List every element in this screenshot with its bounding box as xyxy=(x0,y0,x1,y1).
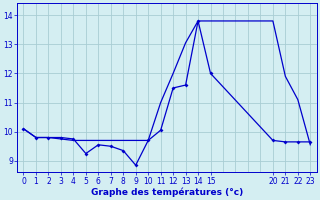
X-axis label: Graphe des températures (°c): Graphe des températures (°c) xyxy=(91,187,243,197)
